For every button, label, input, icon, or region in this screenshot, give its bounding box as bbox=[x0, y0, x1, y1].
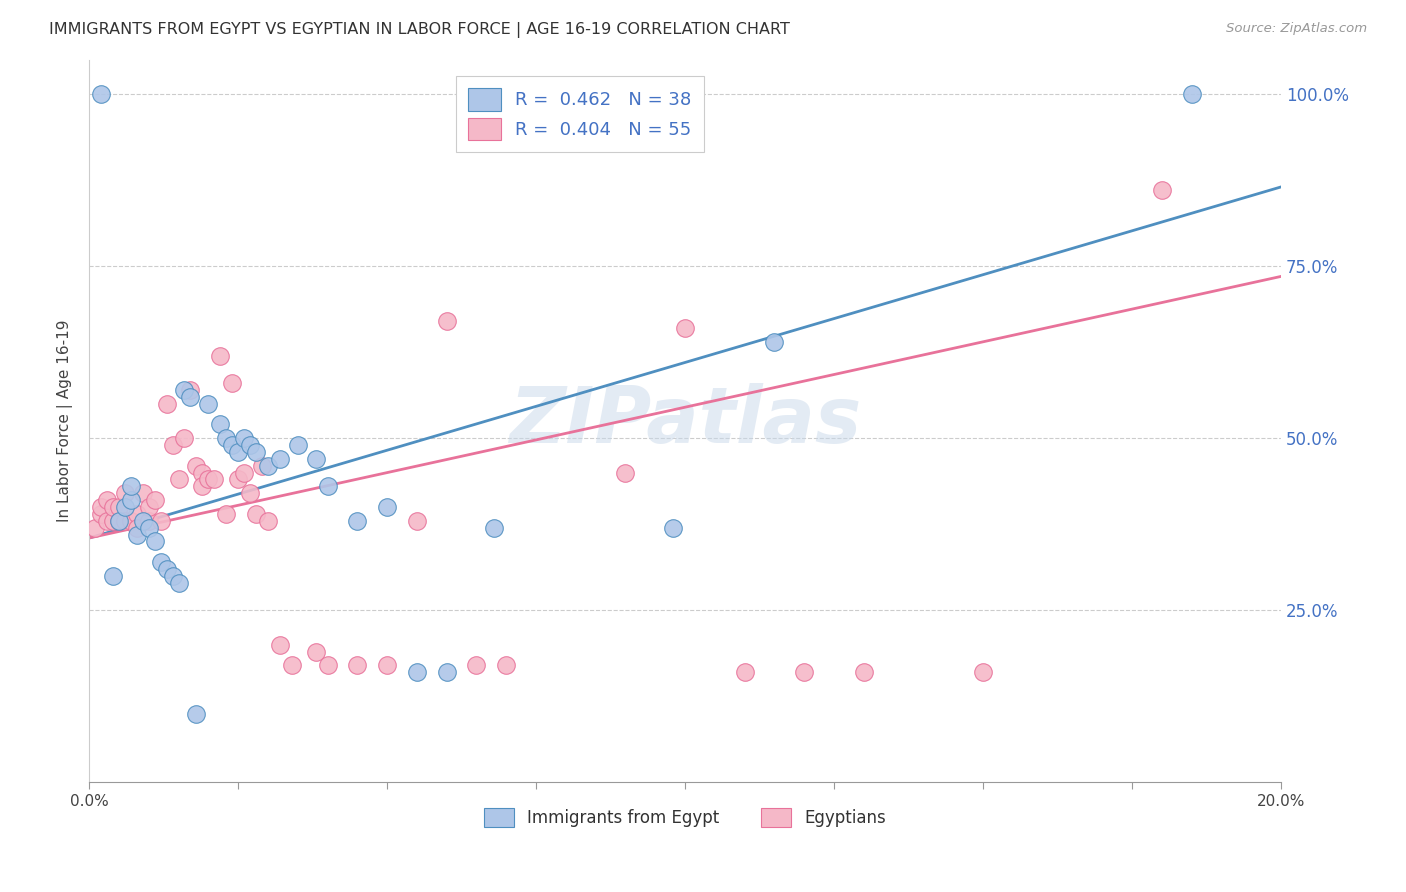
Point bbox=[346, 514, 368, 528]
Point bbox=[197, 473, 219, 487]
Point bbox=[221, 376, 243, 391]
Point bbox=[465, 658, 488, 673]
Point bbox=[149, 555, 172, 569]
Text: Source: ZipAtlas.com: Source: ZipAtlas.com bbox=[1226, 22, 1367, 36]
Point bbox=[186, 706, 208, 721]
Point bbox=[138, 521, 160, 535]
Point bbox=[316, 658, 339, 673]
Point bbox=[673, 321, 696, 335]
Point bbox=[173, 383, 195, 397]
Point bbox=[101, 500, 124, 514]
Point bbox=[167, 473, 190, 487]
Point bbox=[226, 473, 249, 487]
Point bbox=[304, 644, 326, 658]
Point bbox=[138, 500, 160, 514]
Point bbox=[149, 514, 172, 528]
Point bbox=[793, 665, 815, 680]
Point bbox=[257, 458, 280, 473]
Point bbox=[763, 334, 786, 349]
Point bbox=[138, 514, 160, 528]
Point bbox=[215, 507, 238, 521]
Point bbox=[972, 665, 994, 680]
Point bbox=[173, 431, 195, 445]
Point bbox=[304, 451, 326, 466]
Point bbox=[287, 438, 309, 452]
Point bbox=[281, 658, 304, 673]
Point bbox=[245, 507, 267, 521]
Point bbox=[245, 445, 267, 459]
Point bbox=[114, 514, 136, 528]
Point bbox=[108, 514, 131, 528]
Point bbox=[436, 314, 458, 328]
Point bbox=[316, 479, 339, 493]
Point bbox=[233, 431, 256, 445]
Point bbox=[186, 458, 208, 473]
Point bbox=[114, 486, 136, 500]
Point bbox=[209, 349, 232, 363]
Point bbox=[101, 569, 124, 583]
Point bbox=[125, 507, 148, 521]
Point bbox=[202, 473, 225, 487]
Point bbox=[436, 665, 458, 680]
Point bbox=[734, 665, 756, 680]
Point bbox=[239, 486, 262, 500]
Point bbox=[221, 438, 243, 452]
Point bbox=[90, 500, 112, 514]
Point bbox=[257, 514, 280, 528]
Text: IMMIGRANTS FROM EGYPT VS EGYPTIAN IN LABOR FORCE | AGE 16-19 CORRELATION CHART: IMMIGRANTS FROM EGYPT VS EGYPTIAN IN LAB… bbox=[49, 22, 790, 38]
Point bbox=[239, 438, 262, 452]
Point bbox=[156, 397, 179, 411]
Point bbox=[101, 514, 124, 528]
Point bbox=[406, 514, 429, 528]
Point bbox=[852, 665, 875, 680]
Point bbox=[215, 431, 238, 445]
Point bbox=[191, 466, 214, 480]
Point bbox=[96, 514, 118, 528]
Point bbox=[162, 438, 184, 452]
Point bbox=[495, 658, 517, 673]
Point bbox=[156, 562, 179, 576]
Point bbox=[375, 500, 398, 514]
Y-axis label: In Labor Force | Age 16-19: In Labor Force | Age 16-19 bbox=[58, 319, 73, 522]
Point bbox=[84, 521, 107, 535]
Point bbox=[197, 397, 219, 411]
Point bbox=[191, 479, 214, 493]
Point bbox=[108, 514, 131, 528]
Point bbox=[1180, 87, 1202, 101]
Point bbox=[614, 466, 637, 480]
Point bbox=[1150, 183, 1173, 197]
Point bbox=[125, 521, 148, 535]
Point bbox=[90, 87, 112, 101]
Legend: Immigrants from Egypt, Egyptians: Immigrants from Egypt, Egyptians bbox=[475, 800, 894, 836]
Text: ZIPatlas: ZIPatlas bbox=[509, 383, 862, 459]
Point bbox=[90, 507, 112, 521]
Point bbox=[132, 486, 155, 500]
Point bbox=[179, 390, 201, 404]
Point bbox=[108, 500, 131, 514]
Point bbox=[250, 458, 273, 473]
Point bbox=[179, 383, 201, 397]
Point bbox=[233, 466, 256, 480]
Point bbox=[120, 493, 142, 508]
Point bbox=[120, 514, 142, 528]
Point bbox=[125, 527, 148, 541]
Point bbox=[162, 569, 184, 583]
Point bbox=[132, 514, 155, 528]
Point bbox=[143, 493, 166, 508]
Point bbox=[406, 665, 429, 680]
Point bbox=[167, 575, 190, 590]
Point bbox=[226, 445, 249, 459]
Point bbox=[375, 658, 398, 673]
Point bbox=[209, 417, 232, 432]
Point bbox=[96, 493, 118, 508]
Point bbox=[269, 451, 291, 466]
Point bbox=[484, 521, 506, 535]
Point bbox=[269, 638, 291, 652]
Point bbox=[143, 534, 166, 549]
Point bbox=[662, 521, 685, 535]
Point bbox=[346, 658, 368, 673]
Point bbox=[120, 479, 142, 493]
Point bbox=[114, 500, 136, 514]
